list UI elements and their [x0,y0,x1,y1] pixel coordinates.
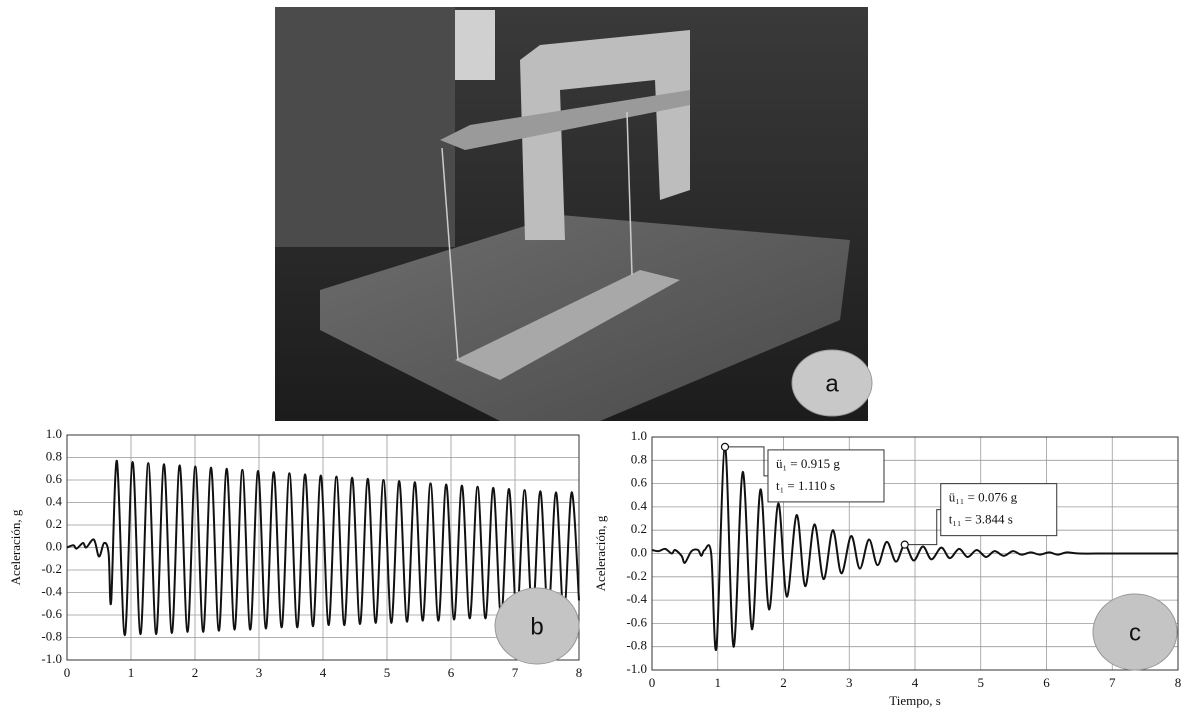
cable [455,10,495,80]
column-wire [626,111,633,276]
panel-label: a [825,370,839,397]
x-tick-label: 1 [715,675,722,690]
panel-badge [791,349,873,417]
annotation-marker [900,540,909,549]
callout-box [767,449,885,503]
y-tick-label: 1.0 [46,426,62,441]
panel-label: c [1129,619,1141,646]
y-tick-label: 0.6 [631,475,648,490]
y-axis-label: Aceleración, g [593,515,608,591]
panel-badge [494,587,580,665]
chart: -1.0 -0.8 -0.6 -0.4 -0.2 0.0 0.2 0.4 0.6 0.8 1.0 0 1… [8,426,582,680]
y-tick-label: 0.8 [46,448,62,463]
wall [275,7,455,247]
frame-column [520,30,690,240]
y-tick-label: 0.0 [631,544,647,559]
x-tick-label: 0 [649,675,656,690]
column-wire [441,147,459,361]
y-tick-label: 0.2 [46,516,62,531]
chart: -1.0 -0.8 -0.6 -0.4 -0.2 0.0 0.2 0.4 0.6 0.8 1.0 0 1… [593,428,1181,708]
x-tick-label: 8 [1175,675,1182,690]
y-tick-label: 0.0 [46,538,62,553]
y-tick-label: 0.2 [631,521,647,536]
y-tick-label: 0.8 [631,451,647,466]
y-tick-label: 1.0 [631,428,647,443]
data-line [651,445,1179,652]
annotation-text: t₁ = 1.110 s [776,478,835,493]
x-tick-label: 5 [978,675,985,690]
annotation-text: ü₁ = 0.915 g [776,456,840,471]
y-tick-label: 0.4 [631,498,648,513]
y-tick-label: -0.6 [41,606,62,621]
x-tick-label: 8 [576,665,583,680]
y-tick-label: 0.6 [46,471,63,486]
callout-leader [904,509,941,546]
y-tick-label: -0.4 [41,583,62,598]
y-tick-label: -0.6 [626,614,647,629]
panel-label: b [530,613,543,640]
upper-floor [440,90,690,150]
x-tick-label: 3 [256,665,263,680]
x-tick-label: 7 [1109,675,1116,690]
x-tick-label: 7 [512,665,519,680]
annotation-text: ü₁₁ = 0.076 g [949,490,1018,505]
x-tick-label: 5 [384,665,391,680]
y-tick-label: -0.2 [626,568,647,583]
x-tick-label: 3 [846,675,853,690]
lower-floor [455,270,680,380]
y-axis-label: Aceleración, g [8,509,23,585]
y-tick-label: -0.8 [626,638,647,653]
y-tick-label: -0.2 [41,561,62,576]
y-tick-label: 0.4 [46,493,63,508]
x-tick-label: 2 [780,675,787,690]
x-tick-label: 6 [448,665,455,680]
x-tick-label: 0 [64,665,71,680]
annotation-text: t₁₁ = 3.844 s [949,512,1013,527]
x-tick-label: 4 [912,675,919,690]
panel-badge [1092,593,1178,671]
x-tick-label: 6 [1043,675,1050,690]
y-tick-label: -1.0 [41,651,62,666]
photo: a [275,7,873,421]
x-tick-label: 4 [320,665,327,680]
y-tick-label: -0.4 [626,591,647,606]
data-line [66,459,580,637]
y-tick-label: -0.8 [41,628,62,643]
x-tick-label: 1 [128,665,135,680]
y-tick-label: -1.0 [626,661,647,676]
callout-leader [724,446,768,477]
callout-box [940,483,1058,537]
annotation-marker [720,442,730,452]
x-axis-label: Tiempo, s [889,693,941,708]
x-tick-label: 2 [192,665,199,680]
